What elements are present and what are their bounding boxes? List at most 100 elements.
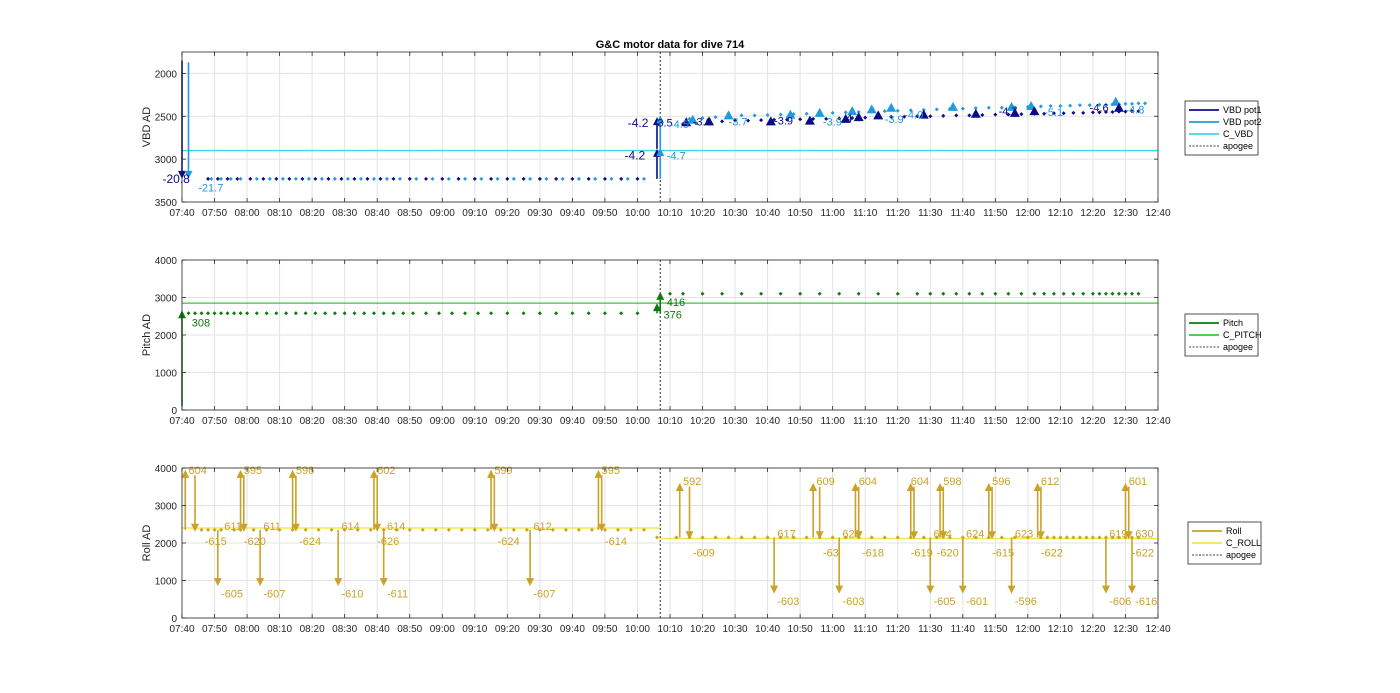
series-point-vbd-pot2 <box>414 176 419 181</box>
series-point-pitch <box>759 291 764 296</box>
x-tick-label: 10:30 <box>723 208 748 219</box>
series-point-vbd-pot2 <box>934 107 939 112</box>
annotation-label: -3.7 <box>729 116 748 128</box>
annotation-label: 619 <box>1109 529 1127 541</box>
annotation-label: -20.8 <box>162 172 190 186</box>
series-point-pitch <box>700 291 705 296</box>
x-tick-label: 08:40 <box>365 208 390 219</box>
series-point-pitch <box>817 291 822 296</box>
annotation-label: -3.9 <box>885 114 904 126</box>
annotation-label: 614 <box>934 529 952 541</box>
series-point-vbd-pot2 <box>739 113 744 118</box>
x-tick-label: 08:20 <box>300 416 325 427</box>
series-point-pitch <box>274 311 279 316</box>
series-point-pitch <box>993 291 998 296</box>
triangle-marker <box>765 116 776 126</box>
x-tick-label: 11:50 <box>983 208 1008 219</box>
annotation-label: -620 <box>244 536 266 548</box>
series-point-vbd-pot1 <box>954 113 959 118</box>
series-point-vbd-pot2 <box>209 176 214 181</box>
x-tick-label: 09:10 <box>462 208 487 219</box>
annotation-label: 599 <box>494 465 512 477</box>
series-point-roll <box>342 527 347 532</box>
x-tick-label: 11:40 <box>951 416 976 427</box>
series-point-vbd-pot2 <box>495 176 500 181</box>
series-point-pitch <box>1051 291 1056 296</box>
annotation-label: -620 <box>937 547 959 559</box>
annotation-label: -21.7 <box>198 182 223 194</box>
series-point-roll <box>407 527 412 532</box>
x-tick-label: 12:10 <box>1048 208 1073 219</box>
x-tick-label: 11:30 <box>918 624 943 635</box>
series-point-pitch <box>212 311 217 316</box>
x-tick-label: 12:10 <box>1048 624 1073 635</box>
x-tick-label: 10:40 <box>755 416 780 427</box>
x-tick-label: 08:30 <box>332 416 357 427</box>
series-point-roll <box>1084 535 1089 540</box>
series-point-roll <box>765 535 770 540</box>
annotation-label: 595 <box>244 465 262 477</box>
series-point-pitch <box>219 311 224 316</box>
triangle-marker <box>840 113 851 123</box>
series-point-vbd-pot2 <box>1068 103 1073 108</box>
series-point-roll <box>472 527 477 532</box>
annotation-label: -619 <box>911 547 933 559</box>
x-tick-label: 07:50 <box>202 208 227 219</box>
x-tick-label: 09:10 <box>462 416 487 427</box>
series-point-roll <box>251 527 256 532</box>
series-point-roll <box>1025 535 1030 540</box>
x-tick-label: 10:20 <box>690 416 715 427</box>
series-point-roll <box>869 535 874 540</box>
series-point-vbd-pot2 <box>625 176 630 181</box>
series-point-pitch <box>424 311 428 316</box>
series-point-vbd-pot2 <box>1038 104 1043 109</box>
series-point-vbd-pot2 <box>358 176 363 181</box>
x-tick-label: 07:40 <box>169 624 194 635</box>
x-tick-label: 09:40 <box>560 208 585 219</box>
series-point-roll <box>947 535 952 540</box>
series-point-vbd-pot2 <box>371 176 376 181</box>
series-point-roll <box>277 527 282 532</box>
series-point-vbd-pot2 <box>228 176 233 181</box>
series-point-vbd-pot2 <box>960 106 965 111</box>
triangle-marker <box>681 117 692 127</box>
y-tick-label: 3500 <box>155 198 178 209</box>
series-point-vbd-pot1 <box>902 114 907 119</box>
y-tick-label: 2500 <box>155 112 178 123</box>
arrow-head <box>288 469 297 478</box>
series-point-pitch <box>225 311 230 316</box>
x-tick-label: 10:10 <box>657 208 682 219</box>
arrow-head <box>597 523 606 532</box>
series-point-pitch <box>954 291 959 296</box>
triangle-marker <box>1029 106 1040 116</box>
series-point-pitch <box>245 311 250 316</box>
series-point-vbd-pot1 <box>378 176 383 181</box>
x-tick-label: 12:40 <box>1145 416 1170 427</box>
series-point-vbd-pot2 <box>973 106 978 111</box>
x-tick-label: 09:20 <box>495 624 520 635</box>
annotation-label: -610 <box>341 589 363 601</box>
series-point-vbd-pot2 <box>1097 102 1102 107</box>
series-point-pitch <box>720 291 725 296</box>
annotation-label: -3.5 <box>654 117 673 129</box>
series-point-roll <box>219 527 224 532</box>
series-point-pitch <box>186 311 191 316</box>
x-tick-label: 12:30 <box>1113 624 1138 635</box>
triangle-marker <box>847 106 858 116</box>
series-point-vbd-pot2 <box>1103 102 1108 107</box>
annotation-label: -4.5 <box>670 119 689 131</box>
series-point-vbd-pot1 <box>915 114 920 119</box>
series-point-pitch <box>1129 291 1134 296</box>
annotation-label: 611 <box>263 521 281 533</box>
series-point-vbd-pot2 <box>908 108 913 113</box>
series-point-roll <box>1090 535 1095 540</box>
series-point-pitch <box>323 311 328 316</box>
annotation-label: 416 <box>667 297 685 309</box>
series-point-pitch <box>537 311 542 316</box>
x-tick-label: 09:40 <box>560 416 585 427</box>
annotation-label: -624 <box>299 536 321 548</box>
series-point-vbd-pot2 <box>544 176 549 181</box>
x-tick-label: 09:20 <box>495 416 520 427</box>
series-point-pitch <box>1032 291 1037 296</box>
